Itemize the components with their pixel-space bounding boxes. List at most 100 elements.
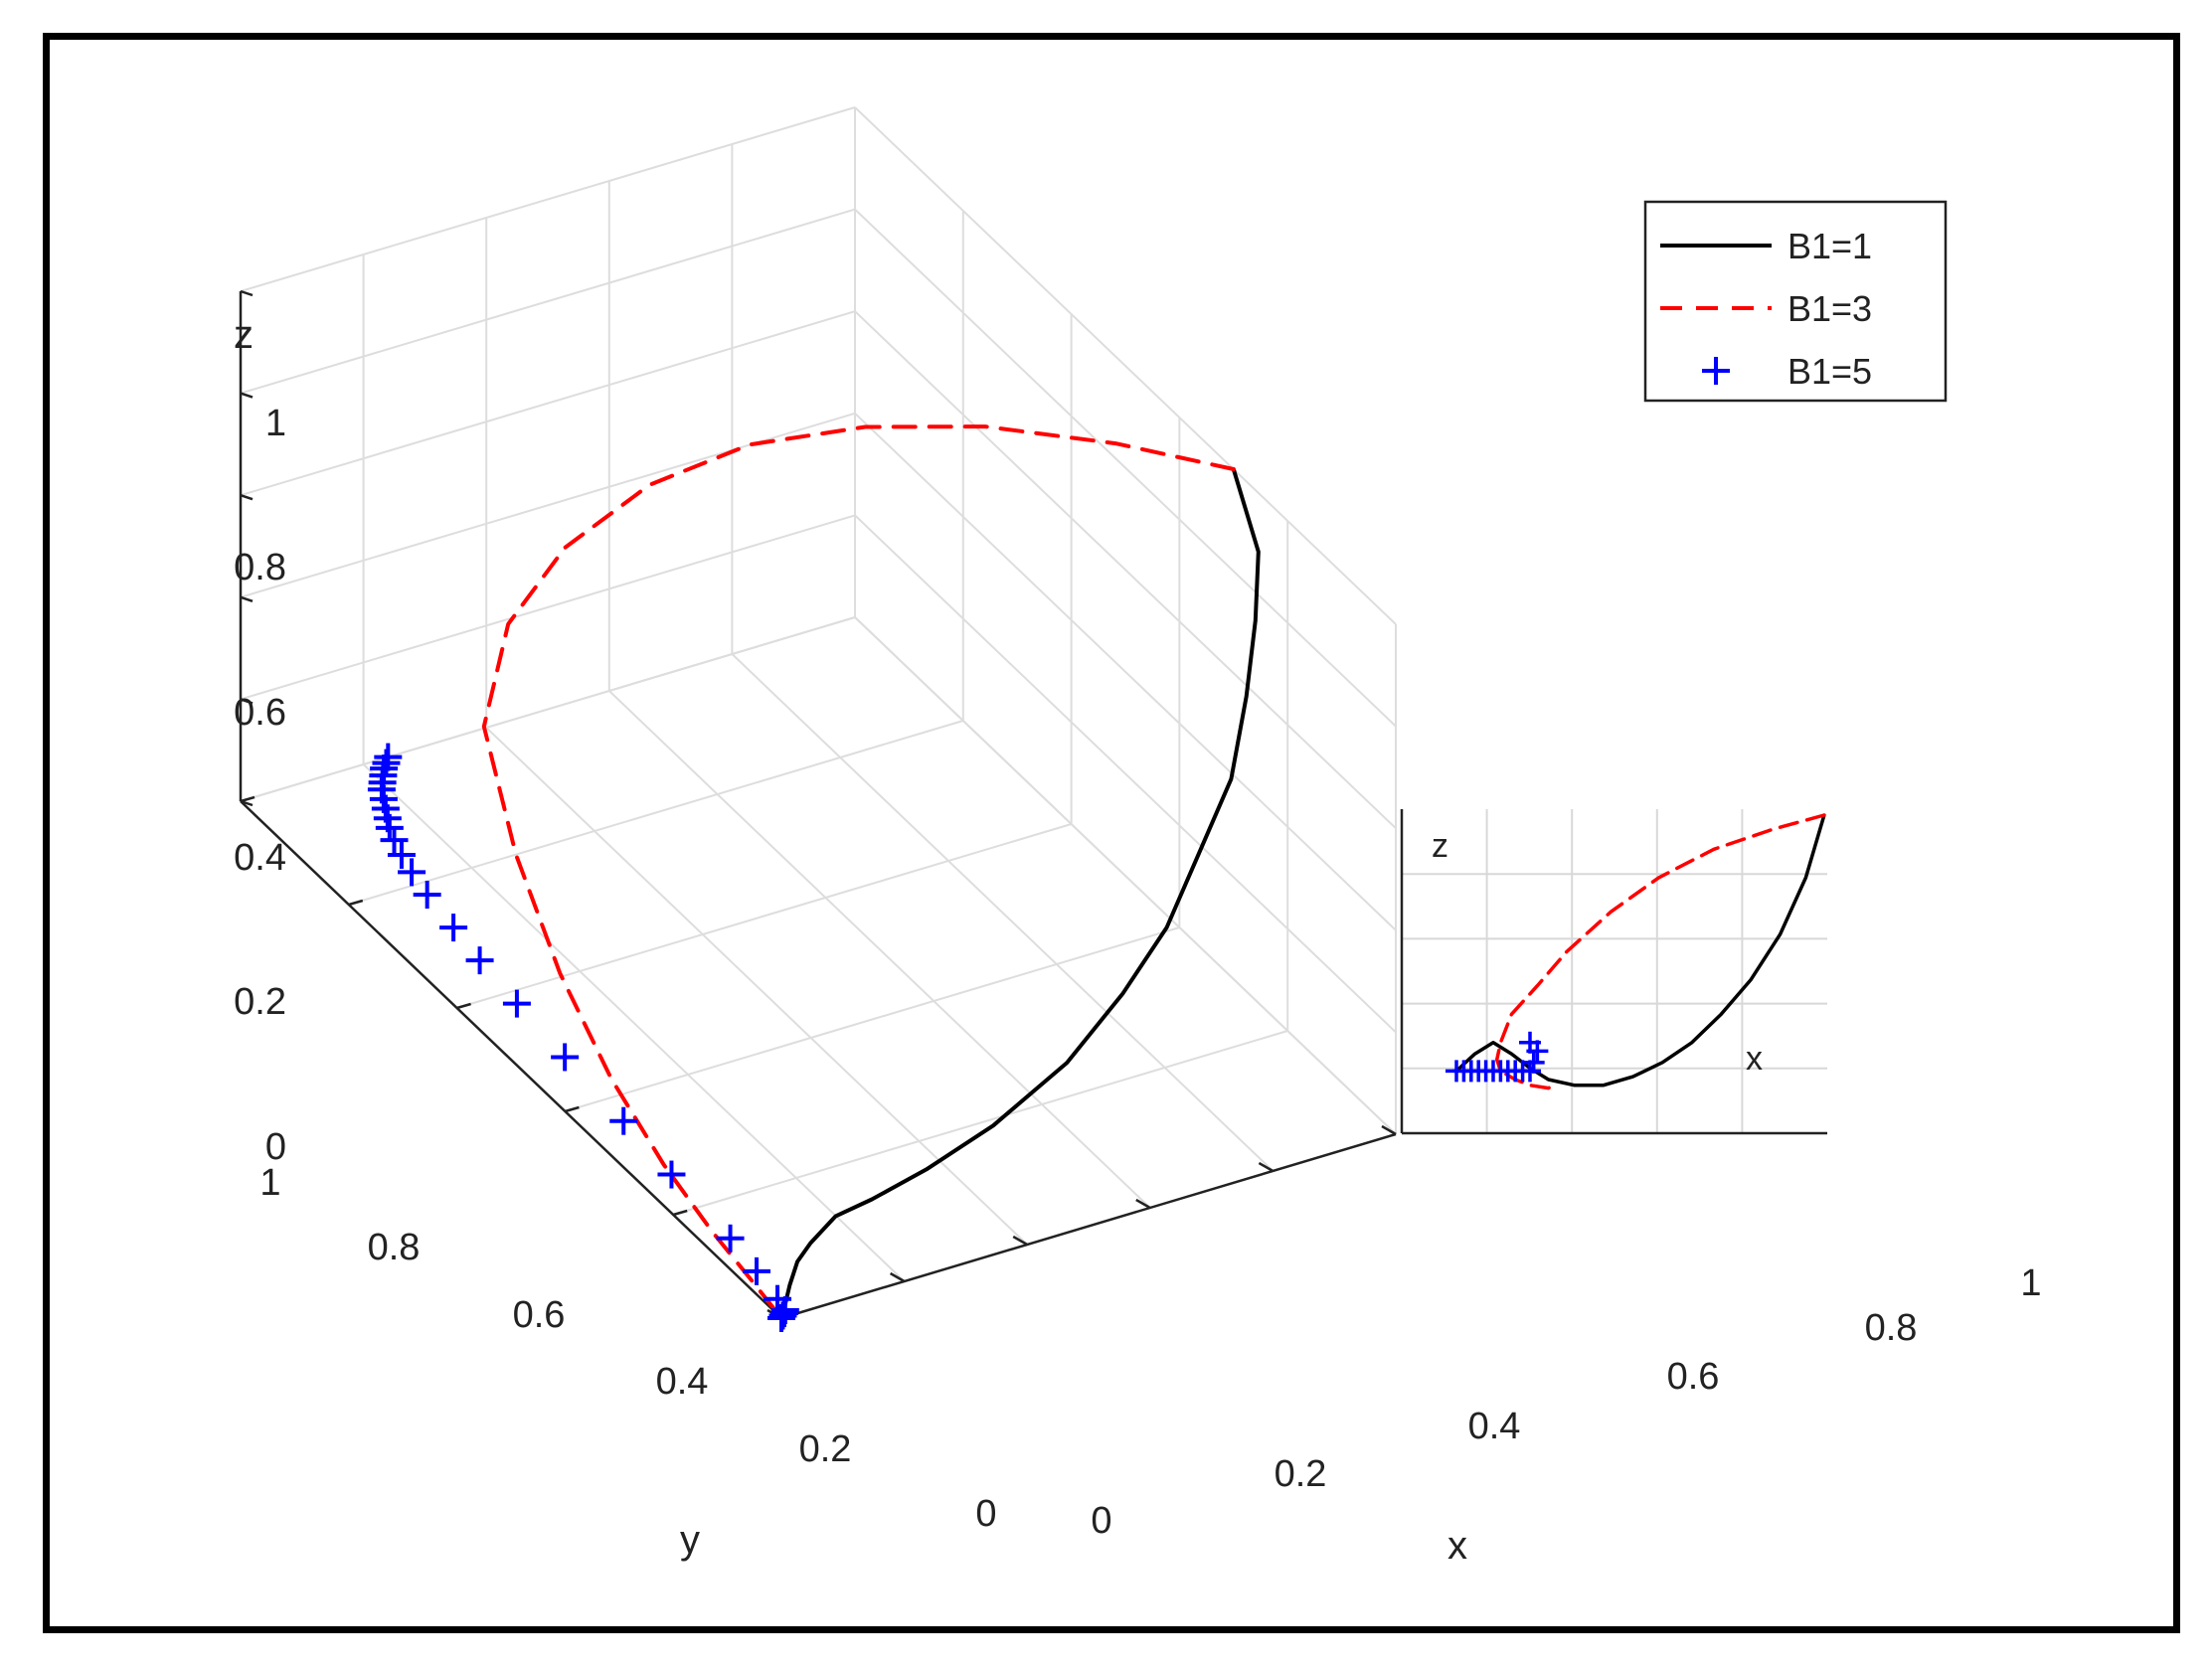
y-tick-label: 0.4	[656, 1361, 709, 1403]
grid-line	[854, 616, 1397, 1135]
z-tick	[240, 392, 254, 399]
z-tick-label: 0.4	[234, 837, 286, 879]
grid-line	[456, 823, 1072, 1009]
grid-line	[854, 514, 1397, 1034]
inset-series-line-B1=3	[1494, 813, 1826, 1090]
series-line-B1=1	[779, 467, 1261, 1320]
y-tick	[672, 1209, 688, 1217]
plus-marker	[380, 826, 409, 855]
y-axis-line	[240, 800, 782, 1319]
z-tick-label: 0.8	[234, 547, 286, 588]
grid-line	[348, 720, 964, 906]
x-tick-label: 1	[2020, 1262, 2041, 1304]
x-tick-label: 0.8	[1865, 1307, 1918, 1349]
plus-marker	[743, 1256, 771, 1285]
x-tick	[1135, 1198, 1151, 1210]
plus-marker	[374, 743, 403, 771]
y-tick-labels: 0 0.2 0.4 0.6 0.8 1	[259, 1162, 996, 1535]
y-tick	[565, 1105, 580, 1113]
plus-marker	[413, 881, 441, 910]
grid-line	[854, 413, 1397, 931]
y-tick-label: 0.6	[513, 1294, 566, 1336]
plus-marker	[657, 1160, 686, 1189]
x-tick	[1012, 1235, 1028, 1247]
main-3d-axes: 0 0.2 0.4 0.6 0.8 1 z 0 0.2 0.4 0.6 0.8 …	[234, 106, 2042, 1568]
grid-line	[240, 310, 856, 497]
z-tick	[240, 698, 254, 705]
grid-3d	[240, 106, 1397, 1319]
grid-line	[565, 926, 1180, 1112]
grid-line	[485, 727, 1028, 1246]
y-tick	[240, 795, 255, 803]
z-tick	[240, 494, 254, 501]
series-inset	[1446, 813, 1826, 1090]
plus-marker	[387, 840, 416, 869]
plus-marker	[716, 1224, 745, 1253]
plus-marker	[370, 754, 399, 783]
plus-marker	[764, 1284, 792, 1313]
grid-line	[608, 690, 1151, 1209]
ticks-3d	[240, 289, 1397, 1320]
legend-box	[1643, 200, 1948, 403]
grid-line	[854, 106, 1397, 625]
figure-frame: 0 0.2 0.4 0.6 0.8 1 z 0 0.2 0.4 0.6 0.8 …	[43, 33, 2180, 1633]
legend-entry: B1=1	[1660, 226, 1872, 266]
plus-marker	[1518, 1031, 1541, 1054]
x-tick-label: 0.2	[1275, 1453, 1327, 1495]
inset-background	[1402, 809, 1827, 1133]
z-tick	[240, 595, 254, 602]
z-tick-label: 0.2	[234, 981, 286, 1023]
z-tick-labels: 0 0.2 0.4 0.6 0.8 1	[234, 403, 286, 1168]
z-tick	[240, 289, 254, 297]
y-tick-label: 0.8	[368, 1227, 421, 1268]
y-tick-label: 1	[259, 1162, 280, 1204]
series-3d	[367, 424, 1261, 1332]
legend-label: B1=3	[1787, 288, 1872, 329]
legend-entry: B1=5	[1702, 351, 1872, 392]
plus-marker	[1522, 1051, 1545, 1074]
plus-marker	[465, 946, 494, 975]
z-axis-label: z	[234, 313, 254, 357]
x-axis-line	[780, 1132, 1397, 1320]
inset-grid	[1402, 809, 1827, 1133]
axis-lines-3d	[239, 291, 1397, 1320]
grid-line	[854, 208, 1397, 728]
x-tick	[1258, 1161, 1275, 1173]
z-tick-label: 0.6	[234, 692, 286, 734]
plot-canvas: 0 0.2 0.4 0.6 0.8 1 z 0 0.2 0.4 0.6 0.8 …	[234, 106, 2042, 1568]
y-axis-label: y	[680, 1518, 700, 1562]
legend-entry: B1=3	[1660, 288, 1872, 329]
inset-z-label: z	[1432, 827, 1448, 865]
y-tick	[456, 1002, 471, 1010]
x-tick-label: 0.4	[1468, 1406, 1521, 1447]
plus-marker	[502, 989, 531, 1018]
y-tick	[348, 899, 364, 907]
y-tick-label: 0.2	[799, 1428, 852, 1470]
grid-line	[731, 653, 1275, 1172]
x-tick-labels: 0 0.2 0.4 0.6 0.8 1	[1091, 1262, 2041, 1542]
legend: B1=1 B1=3 B1=5	[1643, 200, 1948, 403]
grid-line	[672, 1030, 1288, 1216]
grid-line	[854, 310, 1397, 829]
x-tick	[1381, 1124, 1397, 1136]
grid-line	[240, 208, 856, 395]
plus-marker	[551, 1043, 580, 1072]
grid-line	[240, 106, 856, 292]
z-tick-label: 0	[265, 1126, 286, 1168]
x-tick-label: 0.6	[1667, 1356, 1720, 1398]
x-tick-label: 0	[1091, 1500, 1111, 1542]
grid-line	[240, 616, 856, 802]
legend-label: B1=5	[1787, 351, 1872, 392]
plus-marker	[609, 1106, 638, 1135]
x-tick	[889, 1271, 906, 1283]
plus-marker	[439, 914, 468, 942]
grid-line	[240, 514, 856, 701]
inset-x-label: x	[1746, 1040, 1763, 1078]
z-tick-label: 1	[265, 403, 286, 444]
plus-marker-icon	[1702, 357, 1730, 385]
y-tick-label: 0	[975, 1493, 996, 1535]
inset-axes: z x	[1400, 809, 1827, 1135]
grid-line	[362, 763, 906, 1282]
x-axis-label: x	[1447, 1524, 1467, 1568]
inset-series-line-B1=1	[1454, 813, 1826, 1087]
